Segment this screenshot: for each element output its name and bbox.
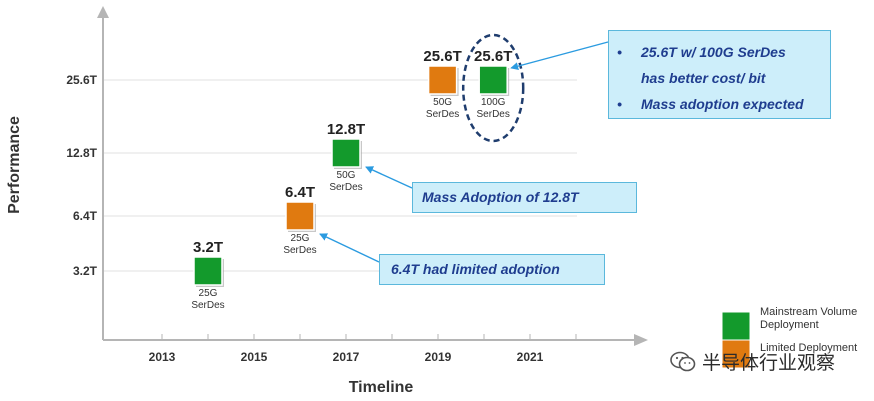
data-point-value-label: 12.8T — [327, 121, 365, 138]
callout-arrow — [510, 41, 609, 71]
x-tick-label: 2019 — [425, 350, 452, 364]
data-point-value-label: 25.6T — [423, 48, 461, 65]
y-tick-label: 12.8T — [66, 146, 97, 160]
data-point — [193, 256, 224, 287]
callout-arrow — [365, 166, 413, 189]
data-point-serdes-label: 50G — [337, 170, 356, 181]
callout-limited-adoption-text: 6.4T had limited adoption — [391, 261, 560, 277]
y-tick-label: 3.2T — [73, 264, 98, 278]
data-point-box — [285, 201, 315, 231]
callout-25-6t-line-2: has better cost/ bit — [641, 70, 766, 86]
data-point — [478, 65, 510, 96]
data-point — [331, 138, 362, 169]
legend-swatch-limited — [721, 339, 751, 369]
x-tick-label: 2013 — [149, 350, 176, 364]
data-point-serdes-label: SerDes — [329, 182, 362, 193]
legend — [721, 311, 751, 369]
data-point-serdes-label: 100G — [481, 97, 506, 108]
legend-label-mainstream-line-1: Mainstream Volume — [760, 306, 858, 318]
data-point-value-label: 25.6T — [474, 48, 512, 65]
tick-labels: 2013 2015 2017 2019 2021 25.6T 12.8T 6.4T 3.2T — [66, 73, 543, 364]
legend-label-limited-line-1: Limited Deployment — [760, 342, 858, 354]
legend-label-mainstream: Mainstream Volume Deployment — [760, 306, 857, 332]
y-axis-title: Performance — [6, 116, 23, 214]
callout-arrows — [319, 41, 609, 263]
legend-swatch-mainstream — [721, 311, 751, 341]
highlight-ellipse — [461, 33, 525, 143]
data-point-box — [193, 256, 223, 286]
data-point-value-label: 3.2T — [193, 239, 223, 256]
data-point-serdes-label: SerDes — [426, 109, 459, 120]
data-point-serdes-label: 25G — [291, 233, 310, 244]
data-point-value-label: 6.4T — [285, 184, 315, 201]
data-marks — [193, 33, 525, 287]
callout-mass-adoption-text: Mass Adoption of 12.8T — [422, 189, 579, 205]
callout-limited-adoption: 6.4T had limited adoption — [379, 254, 605, 285]
data-point-box — [427, 65, 458, 95]
bullet-1: • — [617, 44, 622, 60]
data-point — [285, 201, 316, 232]
callout-25-6t: • 25.6T w/ 100G SerDes has better cost/ … — [608, 30, 831, 119]
x-tick-label: 2015 — [241, 350, 268, 364]
y-tick-label: 25.6T — [66, 73, 97, 87]
y-tick-label: 6.4T — [73, 209, 98, 223]
x-tick-label: 2017 — [333, 350, 360, 364]
legend-label-mainstream-line-2: Deployment — [760, 319, 819, 331]
x-axis-arrow — [634, 334, 648, 346]
data-point-serdes-label: 50G — [433, 97, 452, 108]
x-tick-label: 2021 — [517, 350, 544, 364]
data-point-serdes-label: 25G — [199, 288, 218, 299]
data-point — [427, 65, 459, 96]
data-labels: 3.2T25GSerDes6.4T25GSerDes12.8T50GSerDes… — [191, 48, 512, 311]
watermark-text: 半导体行业观察 — [702, 352, 836, 374]
callout-25-6t-line-3: Mass adoption expected — [641, 96, 804, 112]
bullet-2: • — [617, 96, 622, 112]
y-axis-arrow — [97, 6, 109, 18]
watermark: 半导体行业观察 — [670, 348, 835, 375]
data-point-box — [331, 138, 361, 168]
data-point-serdes-label: SerDes — [191, 300, 224, 311]
axes — [97, 6, 648, 346]
wechat-icon — [670, 351, 696, 371]
data-point-serdes-label: SerDes — [477, 109, 510, 120]
legend-label-limited: Limited Deployment — [760, 342, 857, 355]
callout-25-6t-line-1: 25.6T w/ 100G SerDes — [641, 44, 786, 60]
x-axis-title: Timeline — [349, 379, 414, 396]
callout-arrow — [319, 233, 380, 263]
data-point-serdes-label: SerDes — [283, 245, 316, 256]
callout-mass-adoption: Mass Adoption of 12.8T — [412, 182, 637, 213]
data-point-box — [478, 65, 508, 95]
